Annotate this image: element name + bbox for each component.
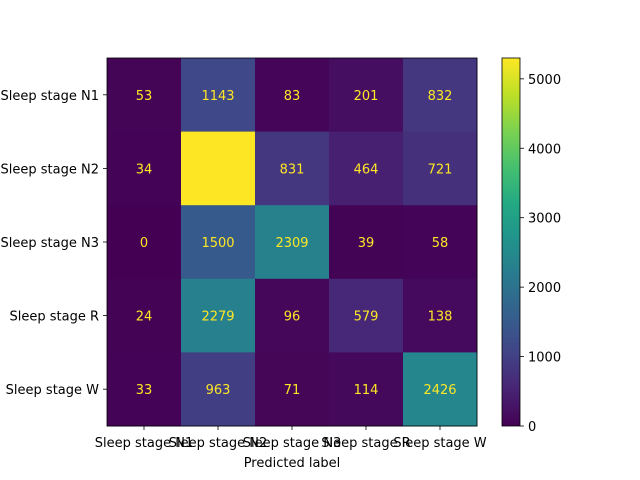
cell-value-label: 831 <box>280 162 305 177</box>
x-axis-label: Predicted label <box>244 456 341 471</box>
colorbar <box>501 57 521 427</box>
heatmap-cell <box>403 205 478 280</box>
cell-value-label: 579 <box>354 310 379 325</box>
colorbar-tick-label: 3000 <box>528 212 561 227</box>
cell-value-label: 464 <box>354 162 379 177</box>
heatmap-cell <box>403 58 478 133</box>
y-tick-label: Sleep stage N2 <box>1 162 99 177</box>
cell-value-label: 5300 <box>201 162 234 177</box>
cell-value-label: 2309 <box>275 236 308 251</box>
heatmap-cell <box>329 58 404 133</box>
x-tick-label: Sleep stage N2 <box>169 436 267 451</box>
heatmap-cell <box>181 352 256 427</box>
cell-value-label: 39 <box>358 236 375 251</box>
y-tick-labels: Sleep stage N1 Sleep stage N2 Sleep stage … <box>1 89 107 398</box>
colorbar-tick-label: 2000 <box>528 281 561 296</box>
heatmap-cell <box>181 131 256 206</box>
y-tick-label: Sleep stage W <box>6 383 99 398</box>
cell-value-label: 34 <box>136 162 153 177</box>
cell-value-label: 71 <box>284 383 301 398</box>
heatmap-cell <box>181 205 256 280</box>
heatmap-cell <box>255 58 330 133</box>
colorbar-ticks: 0 1000 2000 3000 4000 5000 <box>520 73 561 435</box>
heatmap-cell <box>255 352 330 427</box>
cell-value-label: 33 <box>136 383 153 398</box>
heatmap-cell <box>329 352 404 427</box>
cell-value-label: 2426 <box>423 383 456 398</box>
colorbar-tick-label: 4000 <box>528 142 561 157</box>
colorbar-tick-label: 5000 <box>528 73 561 88</box>
heatmap-cell <box>403 352 478 427</box>
y-tick-label: Sleep stage N3 <box>1 236 99 251</box>
heatmap-cells: 53 1143 83 201 832 34 5300 831 464 721 0 1500 2309 39… <box>107 58 478 427</box>
heatmap-cell <box>107 205 182 280</box>
cell-value-label: 96 <box>284 310 301 325</box>
colorbar-tick-label: 0 <box>528 420 536 435</box>
cell-value-label: 53 <box>136 89 153 104</box>
heatmap-cell <box>329 278 404 353</box>
x-tick-label: Sleep stage N1 <box>95 436 193 451</box>
heatmap-cell <box>403 278 478 353</box>
heatmap-cell <box>107 352 182 427</box>
cell-value-label: 114 <box>354 383 379 398</box>
cell-value-label: 138 <box>428 310 453 325</box>
heatmap-cell <box>181 278 256 353</box>
heatmap-cell <box>255 131 330 206</box>
heatmap-cell <box>107 131 182 206</box>
cell-value-label: 0 <box>140 236 148 251</box>
heatmap-cell <box>181 58 256 133</box>
heatmap-cell <box>107 278 182 353</box>
heatmap-cell <box>403 131 478 206</box>
cell-value-label: 832 <box>428 89 453 104</box>
heatmap-cell <box>255 278 330 353</box>
cell-value-label: 24 <box>136 310 153 325</box>
x-tick-label: Sleep stage W <box>393 436 486 451</box>
y-tick-label: Sleep stage R <box>10 310 100 325</box>
cell-value-label: 201 <box>354 89 379 104</box>
cell-value-label: 963 <box>206 383 231 398</box>
cell-value-label: 1500 <box>201 236 234 251</box>
y-tick-label: Sleep stage N1 <box>1 89 99 104</box>
heatmap-cell <box>329 131 404 206</box>
heatmap-cell <box>329 205 404 280</box>
colorbar-tick-label: 1000 <box>528 351 561 366</box>
x-tick-label: Sleep stage N3 <box>243 436 341 451</box>
x-tick-label: Sleep stage R <box>321 436 411 451</box>
heatmap-cell <box>107 58 182 133</box>
cell-value-label: 58 <box>432 236 449 251</box>
cell-value-label: 721 <box>428 162 453 177</box>
heatmap-cell <box>255 205 330 280</box>
cell-value-label: 83 <box>284 89 301 104</box>
cell-value-label: 1143 <box>201 89 234 104</box>
cell-value-label: 2279 <box>201 310 234 325</box>
